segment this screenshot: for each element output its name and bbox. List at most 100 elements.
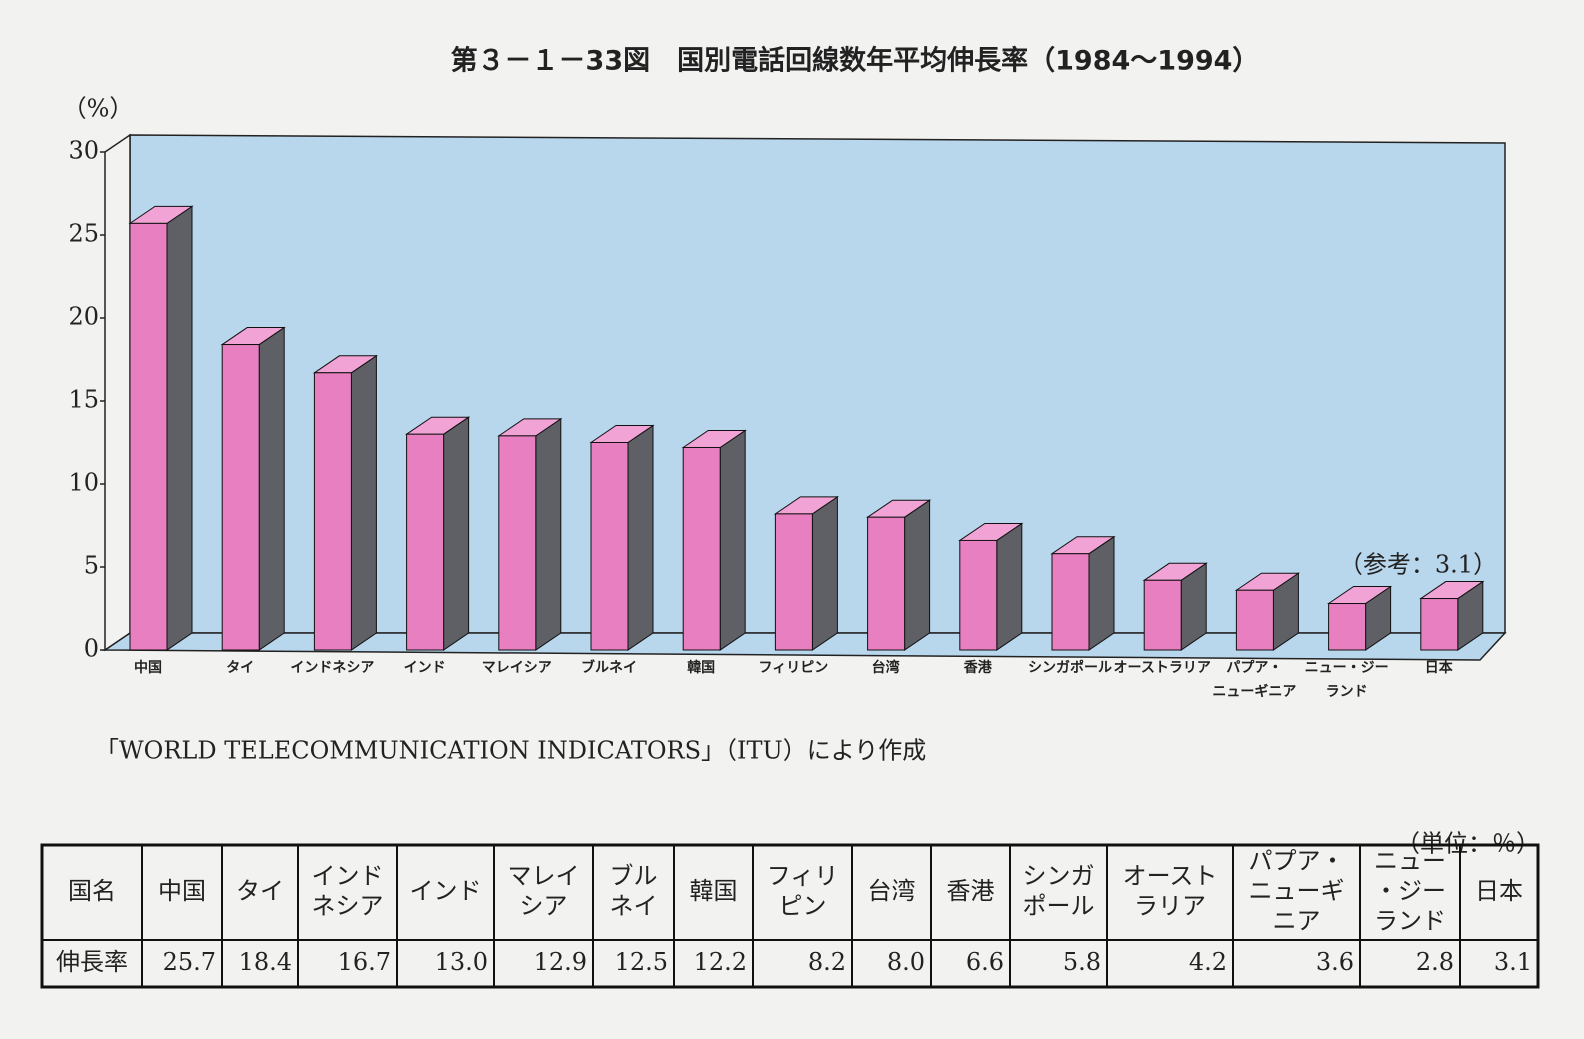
data-cell: 25.7 <box>163 948 216 976</box>
bar <box>773 495 840 651</box>
header-cell: ポール <box>1023 892 1095 920</box>
y-tick-label: 5 <box>84 552 99 580</box>
bar-front <box>498 435 537 651</box>
x-tick-label: ブルネイ <box>581 659 637 676</box>
x-tick-label: ニュー・ジー <box>1305 660 1389 676</box>
x-tick-label: 台湾 <box>872 659 900 676</box>
data-cell: 16.7 <box>338 948 391 976</box>
data-cell: 3.1 <box>1494 948 1532 976</box>
source-note: 「WORLD TELECOMMUNICATION INDICATORS」（ITU… <box>95 737 926 765</box>
data-cell: 12.2 <box>694 948 747 976</box>
header-cell: シンガ <box>1023 862 1095 890</box>
bar-front <box>1328 603 1367 651</box>
y-tick-label: 20 <box>68 303 99 331</box>
bar <box>589 424 655 651</box>
bar <box>497 417 563 651</box>
header-cell: シア <box>520 892 568 920</box>
data-cell: 6.6 <box>966 948 1004 976</box>
y-tick-label: 25 <box>68 220 99 248</box>
header-cell: ブル <box>610 862 658 890</box>
table-border <box>40 843 1540 989</box>
header-cell: パプア・ <box>1249 847 1345 875</box>
annotation: （参考：3.1） <box>1339 551 1497 579</box>
bar <box>220 326 286 651</box>
x-tick-label: 中国 <box>134 659 162 676</box>
x-tick-label: ランド <box>1326 684 1368 700</box>
y-tick-label: 10 <box>68 469 99 497</box>
bar <box>1419 580 1485 651</box>
bar-front <box>1235 589 1274 651</box>
header-cell: ネシア <box>312 892 384 920</box>
header-cell: インド <box>410 877 482 905</box>
bar-side <box>166 205 193 651</box>
data-cell: 8.0 <box>887 948 925 976</box>
bar <box>128 205 194 651</box>
left-wall <box>104 133 131 652</box>
bar-side <box>627 424 654 651</box>
data-cell: 伸長率 <box>56 948 128 976</box>
data-cell: 4.2 <box>1189 948 1227 976</box>
header-cell: ピン <box>779 892 827 920</box>
header-cell: 国名 <box>68 877 116 905</box>
header-cell: ラリア <box>1134 892 1206 920</box>
header-cell: ・ジー <box>1374 877 1446 905</box>
x-tick-label: 韓国 <box>687 659 715 676</box>
bar-front <box>1420 598 1459 651</box>
header-cell: タイ <box>236 877 284 905</box>
header-cell: 台湾 <box>868 877 916 905</box>
bar <box>1234 572 1301 651</box>
header-cell: ネイ <box>610 892 658 920</box>
bar <box>958 522 1024 651</box>
x-tick-label: パプア・ <box>1226 660 1282 676</box>
y-tick-label: 30 <box>68 137 99 165</box>
bar-front <box>129 222 168 651</box>
bar <box>404 416 471 651</box>
y-tick-label: 0 <box>84 635 99 663</box>
data-cell: 8.2 <box>808 948 846 976</box>
data-cell: 18.4 <box>239 948 292 976</box>
x-tick-label: シンガポール <box>1028 659 1112 676</box>
header-cell: フィリ <box>767 862 839 890</box>
bar <box>865 499 932 651</box>
header-cell: インド <box>312 862 384 890</box>
header-cell: 中国 <box>158 877 206 905</box>
bar-front <box>221 344 260 651</box>
bar-front <box>959 539 998 651</box>
bar-side <box>1088 535 1115 651</box>
data-cell: 5.8 <box>1063 948 1101 976</box>
bar-side <box>811 495 838 651</box>
x-tick-label: インド <box>404 660 446 676</box>
x-tick-label: タイ <box>226 660 254 676</box>
bar-front <box>682 446 721 651</box>
bar <box>1050 535 1116 651</box>
data-cell: 2.8 <box>1416 948 1454 976</box>
x-tick-label: インドネシア <box>290 660 374 676</box>
bar-side <box>719 429 746 651</box>
header-cell: ニア <box>1273 907 1321 935</box>
bar-front <box>313 372 352 651</box>
data-cell: 12.5 <box>615 948 668 976</box>
y-tick-label: 15 <box>68 386 99 414</box>
y-axis-unit: （%） <box>63 95 134 123</box>
bar-front <box>867 516 906 651</box>
x-tick-label: ニューギニア <box>1212 683 1296 700</box>
bar <box>312 354 379 651</box>
bar-front <box>1143 579 1182 651</box>
bar-side <box>350 354 377 651</box>
bar-front <box>774 513 813 651</box>
data-cell: 13.0 <box>435 948 488 976</box>
bar-front <box>406 433 445 651</box>
header-cell: ニュー <box>1374 847 1446 875</box>
header-cell: マレイ <box>508 862 580 890</box>
bar <box>1142 562 1208 651</box>
header-cell: 日本 <box>1475 877 1523 905</box>
data-cell: 12.9 <box>534 948 587 976</box>
chart-title: 第３－１－33図 国別電話回線数年平均伸長率（1984～1994） <box>451 45 1260 77</box>
header-cell: ランド <box>1374 907 1446 935</box>
header-cell: オースト <box>1123 862 1218 890</box>
bar-side <box>443 416 470 651</box>
x-tick-label: マレイシア <box>482 660 552 676</box>
header-cell: 香港 <box>947 877 995 905</box>
header-cell: 韓国 <box>690 877 738 905</box>
